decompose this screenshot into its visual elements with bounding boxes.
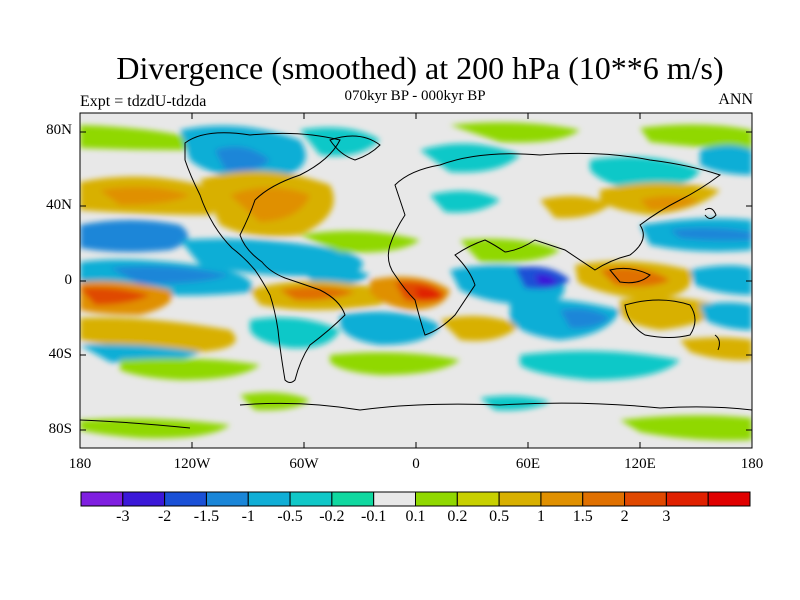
colorbar-swatch <box>247 491 291 507</box>
colorbar-label: 1.5 <box>572 508 593 525</box>
colorbar-swatch <box>289 491 333 507</box>
colorbar-label: -3 <box>116 508 130 525</box>
colorbar-swatch <box>707 491 751 507</box>
map-subtitle: 070kyr BP - 000kyr BP <box>344 88 486 104</box>
lat-label-40s: 40S <box>48 346 72 362</box>
lat-label-0: 0 <box>64 272 73 288</box>
experiment-label: Expt = tdzdU-tdzda <box>80 93 207 110</box>
colorbar-label: -1.5 <box>193 508 220 525</box>
lon-label-180w: 180 <box>68 456 92 472</box>
colorbar-label: -0.5 <box>277 508 303 525</box>
lon-label-180e: 180 <box>740 456 764 472</box>
colorbar-label: 0.5 <box>489 508 510 525</box>
colorbar-label: 2 <box>620 508 629 525</box>
lon-label-0: 0 <box>412 456 420 472</box>
lon-label-120e: 120E <box>624 456 656 472</box>
colorbar-label: -0.1 <box>361 508 387 525</box>
colorbar-swatch <box>456 491 500 507</box>
colorbar-swatch <box>373 491 416 507</box>
axis-ticks <box>79 113 753 448</box>
lon-label-120w: 120W <box>173 456 211 472</box>
colorbar-swatch <box>122 491 166 507</box>
colorbar-swatch <box>498 491 542 507</box>
colorbar-swatch <box>205 491 249 507</box>
colorbar-label: 0.2 <box>447 508 468 525</box>
colorbar-label: 1 <box>536 508 545 525</box>
colorbar-swatch <box>582 491 626 507</box>
colorbar-swatch <box>665 491 709 507</box>
colorbar-label: -1 <box>241 508 255 525</box>
lon-label-60e: 60E <box>515 456 541 472</box>
colorbar-swatch <box>540 491 584 507</box>
lat-label-40n: 40N <box>46 197 72 213</box>
lat-label-80n: 80N <box>46 122 72 138</box>
colorbar-swatch <box>624 491 667 507</box>
lat-label-80s: 80S <box>48 421 72 437</box>
divergence-field <box>80 113 752 448</box>
map-title: Divergence (smoothed) at 200 hPa (10**6 … <box>116 50 724 86</box>
colorbar-label: -0.2 <box>319 508 345 525</box>
colorbar-label: 3 <box>662 508 671 525</box>
colorbar-swatch <box>164 491 207 507</box>
colorbar-swatch <box>415 491 458 507</box>
colorbar-swatch <box>80 491 124 507</box>
colorbar-label: -2 <box>157 508 172 525</box>
colorbar-swatch <box>331 491 375 507</box>
season-label: ANN <box>718 91 753 108</box>
coastlines <box>80 132 752 429</box>
colorbar <box>80 491 751 507</box>
lon-label-60w: 60W <box>289 456 319 472</box>
colorbar-label: 0.1 <box>405 508 426 525</box>
